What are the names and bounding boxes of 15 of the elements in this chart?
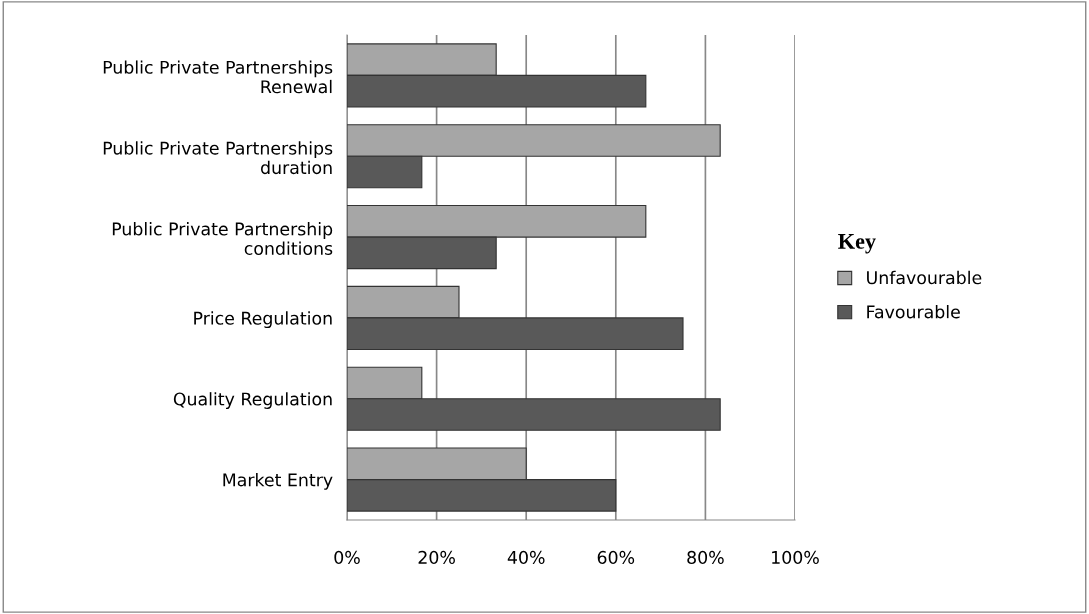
x-tick-label: 20% [418,550,455,564]
x-tick-label: 40% [507,550,545,564]
y-tick-label: Public Private Partnerships duration [103,141,333,175]
legend-label: Favourable [867,304,960,319]
legend-label: Unfavourable [867,270,982,285]
legend-title: Key [838,234,876,254]
x-tick-label: 100% [772,550,819,564]
y-tick-label: Market Entry [223,472,333,490]
y-tick-label: Public Private Partnership conditions [112,222,333,255]
x-tick-label: 0% [334,550,360,564]
y-tick-label: Price Regulation [194,311,332,329]
y-tick-label: Public Private Partnerships Renewal [103,60,333,94]
y-tick-label: Quality Regulation [173,392,332,409]
x-tick-label: 80% [687,550,724,564]
x-tick-label: 60% [597,550,635,564]
